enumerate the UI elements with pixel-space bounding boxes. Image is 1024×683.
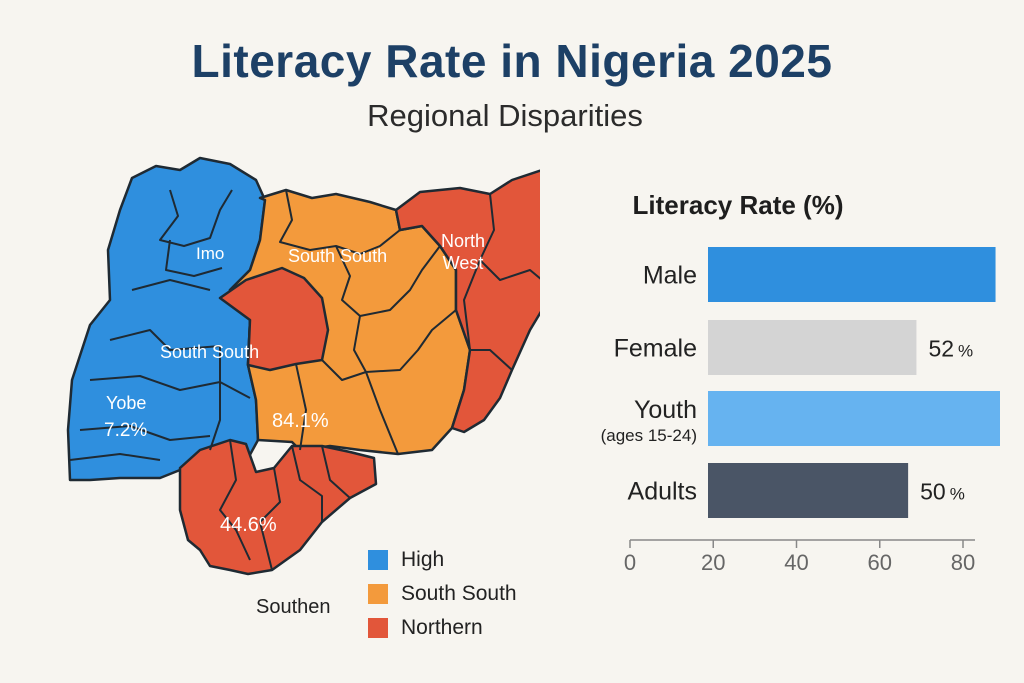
map-label-imo: Imo [196, 244, 225, 263]
map-label-southen: Southen [256, 596, 331, 618]
x-tick-label-60: 60 [868, 550, 892, 575]
x-axis: 0 20 40 60 80 [624, 539, 975, 575]
legend-swatch-high [368, 550, 388, 570]
map-label-yobe: Yobe [106, 393, 147, 413]
page-title: Literacy Rate in Nigeria 2025 [191, 35, 833, 87]
bar-female [708, 320, 917, 375]
bar-youth [708, 391, 1000, 446]
map-region-northern [394, 169, 540, 434]
map-legend: High South South Northern [368, 543, 517, 645]
category-label-adults: Adults [628, 478, 697, 506]
map-region-southern [178, 438, 378, 576]
literacy-bar-chart: Literacy Rate (%) Male71%Female52%Youth(… [601, 190, 1000, 575]
category-label-male: Male [643, 262, 697, 290]
category-label-female: Female [614, 335, 697, 363]
value-label-adults: 50% [920, 479, 965, 505]
legend-swatch-south-south [368, 584, 388, 604]
x-tick-label-0: 0 [624, 550, 636, 575]
legend-item-south-south: South South [368, 577, 517, 611]
category-label-youth: Youth [634, 396, 697, 424]
page-subtitle: Regional Disparities [367, 98, 643, 133]
bar-male [708, 247, 996, 302]
map-region-northern-center [218, 266, 330, 372]
map-label-north-west: North West [440, 231, 485, 273]
bar-adults [708, 463, 909, 518]
map-region-high [66, 156, 267, 482]
category-sublabel-youth: (ages 15-24) [601, 426, 697, 445]
legend-item-northern: Northern [368, 611, 517, 645]
legend-label-northern: Northern [401, 616, 483, 639]
map-label-south-south-mid: South South [160, 342, 260, 362]
chart-title: Literacy Rate (%) [633, 190, 844, 220]
x-tick-label-40: 40 [784, 550, 808, 575]
map-label-south-value: 44.6% [220, 514, 277, 536]
x-tick-label-20: 20 [701, 550, 725, 575]
legend-item-high: High [368, 543, 517, 577]
legend-label-south-south: South South [401, 582, 517, 605]
map-label-yobe-value: 7.2% [104, 420, 148, 441]
nigeria-map [66, 156, 540, 576]
map-label-center-value: 84.1% [272, 410, 329, 432]
value-label-female: 52% [928, 336, 973, 362]
x-tick-label-80: 80 [951, 550, 975, 575]
legend-swatch-northern [368, 618, 388, 638]
map-label-south-south-top: South South [288, 246, 388, 266]
legend-label-high: High [401, 548, 445, 571]
